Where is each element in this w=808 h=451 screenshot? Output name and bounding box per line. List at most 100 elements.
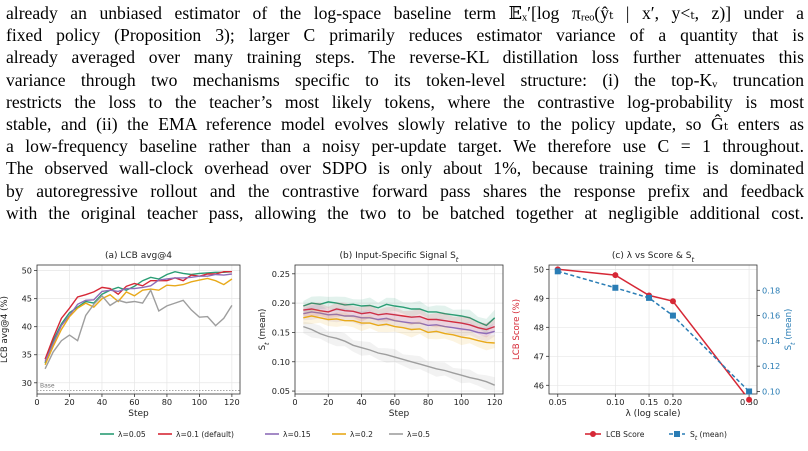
y-tick-label: 0.15 [272,327,290,337]
y-tick-label: 35 [22,350,32,360]
x-tick-label: 0 [34,397,39,407]
x-axis-label: Step [389,409,410,419]
series-band-l05 [303,321,495,391]
x-axis-label: Step [128,409,149,419]
x-tick-label: 20 [64,397,74,407]
series-line-signal [557,270,750,393]
y-tick-label: 30 [22,378,32,388]
series-score [557,268,746,394]
paragraph-line: by autoregressive rollout and the contra… [6,180,804,201]
legend-item: λ=0.15 [265,430,311,439]
chart-panel-0: 0 20 40 60 80 100 120 30 35 40 45 50 (a) LCB avg@4 St… [0,251,241,419]
series-l01 [303,302,495,338]
chart-title: (b) Input-Specific Signal St [340,251,459,264]
x-tick-label: 60 [129,397,139,407]
legend-label: λ=0.05 [118,430,146,439]
legend-item: St (mean) [669,430,727,442]
x-tick-label: 40 [356,397,366,407]
data-point-marker [612,272,619,279]
data-point-marker [669,298,676,305]
series-band-l015 [303,305,495,342]
series-line-l005 [44,270,232,364]
x-tick-label: 0.05 [549,397,567,407]
y-right-tick-label: 0.10 [762,386,780,396]
paragraph-line: with the original teacher pass, allowing… [6,202,804,223]
series-l015 [303,305,495,342]
x-tick-label: 0.15 [640,397,658,407]
x-tick-label: 60 [390,397,400,407]
series-l02 [44,277,233,366]
y-tick-label: 49 [534,293,544,303]
series-line-l005 [303,301,496,327]
chart-panel-2: 0.050.100.150.200.504647484950(c) λ vs S… [512,251,797,419]
y-right-tick-label: 0.16 [762,311,780,321]
series-line-l015 [44,273,232,362]
legend-label: λ=0.15 [283,430,311,439]
x-tick-label: 100 [192,397,208,407]
y-right-tick-label: 0.14 [762,336,780,346]
x-tick-label: 80 [423,397,433,407]
chart-panel-1: 0 20 40 60 80 100 120 0.05 0.10 0.15 0.20 0.25 (b) I… [258,251,504,419]
y-tick-label: 0.25 [272,269,290,279]
y-tick-label: 45 [22,294,32,304]
paragraph-line: fixed policy (Proposition 3); larger C p… [6,25,804,46]
series-band-l02 [303,309,495,351]
x-tick-label: 20 [323,397,333,407]
x-tick-label: 40 [97,397,107,407]
y-tick-label: 48 [534,322,544,332]
series-l005 [44,270,232,364]
series-line-l015 [303,311,495,335]
y-tick-label: 50 [22,266,32,276]
y-tick-label: 50 [534,264,544,274]
y-tick-label: 0.20 [272,298,290,308]
y-right-axis-label: St (mean) [784,309,797,351]
paragraph-line: already an unbiased estimator of the log… [6,3,804,23]
x-tick-label: 0.10 [606,397,624,407]
y-tick-label: 40 [22,322,32,332]
series-line-l05 [303,325,495,386]
series-l005 [303,296,496,334]
series-line-l02 [44,277,233,366]
paragraph-line: stable, and (ii) the EMA reference model… [6,114,804,135]
series-line-l02 [303,315,495,344]
legend-item: LCB Score [585,430,645,439]
series-l05 [303,321,495,391]
y-tick-label: 0.05 [272,386,290,396]
legend-label: LCB Score [606,430,645,439]
axes-frame [294,264,504,395]
series-line-l01 [44,271,232,360]
data-point-marker [669,312,676,319]
legend-marker [674,431,680,437]
axes-frame [548,264,758,395]
data-point-marker [746,388,753,395]
legend-label: λ=0.2 [350,430,373,439]
legend-item: λ=0.1 (default) [158,430,234,439]
series-l015 [44,273,232,362]
paragraph-line: variance through two mechanisms specific… [6,69,804,90]
series-line-l01 [303,308,495,331]
series-band-l005 [303,296,495,334]
y-axis-label: LCB Score (%) [512,299,522,360]
data-point-marker [646,294,653,301]
paragraph-line: restricts the loss to the teacher’s most… [6,91,804,112]
x-tick-label: 80 [162,397,172,407]
y-tick-label: 47 [534,351,544,361]
x-tick-label: 0.20 [664,397,682,407]
chart-title: (c) λ vs Score & St [612,251,695,264]
y-tick-label: 0.10 [272,357,290,367]
paragraph-line: The observed wall-clock overhead over SD… [6,158,804,179]
y-right-tick-label: 0.18 [762,285,780,295]
y-axis-label: LCB avg@4 (%) [0,296,10,363]
series-l01 [44,271,232,360]
body-paragraph: already an unbiased estimator of the log… [6,2,804,224]
paragraph-line: a low-frequency baseline rather than a n… [6,136,804,157]
legend-item: λ=0.05 [100,430,146,439]
x-axis-label: λ (log scale) [626,409,681,419]
legend-item: λ=0.5 [389,430,430,439]
x-tick-label: 120 [487,397,503,407]
y-axis-label: St (mean) [258,309,271,351]
axes-frame [36,264,241,395]
x-tick-label: 120 [224,397,240,407]
